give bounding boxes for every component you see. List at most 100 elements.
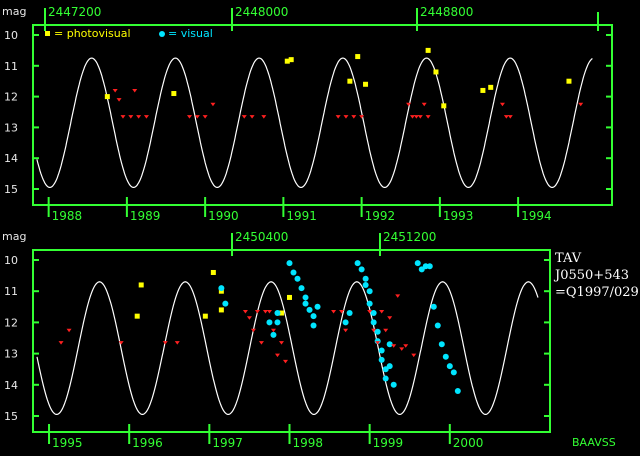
upper-limit-marker xyxy=(578,102,584,107)
legend-visual-label: = visual xyxy=(168,27,213,40)
upper-limit-marker xyxy=(383,328,389,333)
upper-limit-marker xyxy=(120,115,126,119)
legend-photovisual-marker xyxy=(45,31,50,36)
jd-tick-label: 2448000 xyxy=(235,5,288,19)
year-tick-label: 1988 xyxy=(52,209,83,223)
upper-limit-marker xyxy=(403,344,409,348)
y-tick-label: 15 xyxy=(4,183,18,196)
panel-bottom: mag 10 11 12 13 14 15 1995 1996 1997 1998 1999 2000 2… xyxy=(2,230,639,450)
photovisual-point xyxy=(441,103,447,109)
upper-limit-marker xyxy=(136,115,142,119)
visual-point xyxy=(370,319,377,326)
year-tick-label: 1998 xyxy=(292,436,323,450)
upper-limit-marker xyxy=(118,341,124,345)
upper-limit-marker xyxy=(411,353,417,358)
visual-point xyxy=(342,319,349,326)
visual-point xyxy=(426,263,433,270)
visual-point xyxy=(362,281,369,288)
upper-limit-marker xyxy=(210,102,216,107)
y-tick-label: 13 xyxy=(4,121,18,134)
year-tick-label: 1997 xyxy=(212,436,243,450)
photovisual-point xyxy=(134,313,140,319)
y-tick-label: 11 xyxy=(4,60,18,73)
upper-limit-marker xyxy=(417,115,423,119)
visual-point xyxy=(218,285,225,292)
photovisual-point xyxy=(286,294,292,300)
photovisual-point xyxy=(284,58,290,64)
upper-limit-marker xyxy=(387,316,393,320)
plot-frame xyxy=(32,24,613,206)
upper-limit-marker xyxy=(274,353,280,358)
visual-point xyxy=(374,328,381,335)
visual-point xyxy=(362,275,369,282)
object-annotation-line: =Q1997/029 xyxy=(555,285,639,300)
visual-point xyxy=(454,388,461,395)
visual-point xyxy=(274,319,281,326)
model-curve xyxy=(36,281,539,415)
year-tick-label: 1999 xyxy=(373,436,404,450)
upper-limit-marker xyxy=(262,309,268,314)
visual-point xyxy=(446,363,453,370)
y-tick-label: 11 xyxy=(4,285,18,298)
visual-point xyxy=(306,306,313,313)
upper-limit-marker xyxy=(132,88,138,93)
year-tick-label: 1990 xyxy=(208,209,239,223)
visual-point xyxy=(310,313,317,320)
visual-point xyxy=(290,269,297,276)
credit-label: BAAVSS xyxy=(572,436,616,449)
upper-limit-marker xyxy=(278,341,284,345)
upper-limit-marker xyxy=(406,102,412,107)
visual-point xyxy=(430,303,437,310)
upper-limit-marker xyxy=(202,115,208,119)
year-tick-label: 1996 xyxy=(132,436,163,450)
upper-limit-marker xyxy=(270,328,276,333)
photovisual-point xyxy=(171,91,177,97)
visual-point xyxy=(310,322,317,329)
upper-limit-marker xyxy=(367,309,373,314)
y-tick-label: 12 xyxy=(4,316,18,329)
y-tick-label: 10 xyxy=(4,254,18,267)
jd-tick-label: 2450400 xyxy=(235,230,288,244)
photovisual-point xyxy=(202,313,208,319)
upper-limit-marker xyxy=(112,88,118,93)
model-curve xyxy=(36,57,593,188)
visual-point xyxy=(298,285,305,292)
photovisual-point xyxy=(480,87,486,93)
upper-limit-marker xyxy=(162,341,168,345)
visual-point xyxy=(302,294,309,301)
visual-point xyxy=(366,288,373,295)
visual-point xyxy=(314,303,321,310)
upper-limit-marker xyxy=(499,102,505,107)
upper-limit-marker xyxy=(266,309,272,314)
upper-limit-marker xyxy=(331,309,337,314)
year-tick-label: 1989 xyxy=(130,209,161,223)
year-tick-label: 2000 xyxy=(453,436,484,450)
visual-point xyxy=(390,381,397,388)
visual-point xyxy=(266,319,273,326)
visual-point xyxy=(354,260,361,267)
visual-point xyxy=(302,300,309,307)
y-axis-label: mag xyxy=(2,5,26,18)
jd-tick-label: 2447200 xyxy=(48,5,101,19)
photovisual-point xyxy=(288,57,294,63)
panel-top: mag 10 11 12 13 14 15 1988 1989 1990 1991 1992 1993 1… xyxy=(2,5,613,223)
visual-point xyxy=(274,310,281,317)
photovisual-point xyxy=(218,288,224,294)
photovisual-point xyxy=(278,310,284,316)
upper-limit-marker xyxy=(128,115,134,119)
photovisual-point xyxy=(488,84,494,90)
year-tick-label: 1993 xyxy=(443,209,474,223)
visual-point xyxy=(366,300,373,307)
photovisual-point xyxy=(347,78,353,84)
upper-limit-marker xyxy=(379,309,385,314)
upper-limit-marker xyxy=(250,328,256,333)
upper-limit-marker xyxy=(261,115,267,119)
upper-limit-marker xyxy=(339,309,345,314)
y-tick-label: 15 xyxy=(4,410,18,423)
upper-limit-marker xyxy=(282,359,288,364)
visual-point xyxy=(374,338,381,345)
y-tick-label: 14 xyxy=(4,152,18,165)
upper-limit-marker xyxy=(258,341,264,345)
upper-limit-marker xyxy=(391,344,397,348)
